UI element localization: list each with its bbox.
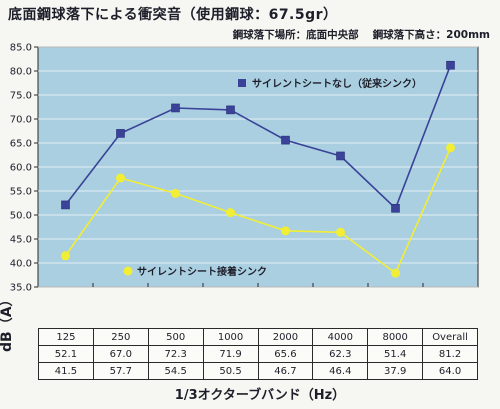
table-cell: 46.7 — [257, 362, 314, 380]
data-point-square — [446, 60, 455, 70]
x-axis-label: 1/3オクターブバンド（Hz） — [174, 388, 346, 403]
table-cell: 51.4 — [367, 345, 424, 363]
y-tick-label: 45.0 — [10, 235, 32, 246]
series-line — [64, 64, 452, 210]
data-table: 125 250 500 1000 2000 4000 8000 Overall … — [38, 328, 478, 380]
drop-location-text: 鋼球落下場所：底面中央部 — [232, 29, 359, 41]
table-header-cell: 1000 — [202, 328, 259, 346]
table-row-blue: 52.1 67.0 72.3 71.9 65.6 62.3 51.4 81.2 — [38, 345, 478, 363]
y-tick-label: 65.0 — [10, 139, 32, 150]
y-axis: 35.0 40.0 45.0 50.0 55.0 60.0 65.0 70.0 75.0 80.0… — [10, 43, 424, 294]
data-point-circle — [391, 268, 400, 278]
table-cell: 50.5 — [202, 362, 259, 380]
legend-label-yellow: サイレントシート接着シンク — [137, 265, 267, 278]
table-header-cell: 8000 — [367, 328, 424, 346]
y-tick-label: 55.0 — [10, 187, 32, 198]
legend-circle-marker — [123, 266, 133, 276]
data-point-circle — [61, 251, 70, 261]
y-tick-label: 35.0 — [10, 283, 32, 294]
chart-subtitle: 鋼球落下場所：底面中央部 鋼球落下高さ：200mm — [233, 27, 490, 42]
data-point-circle — [171, 188, 180, 198]
data-point-square — [116, 129, 125, 138]
table-cell: 54.5 — [147, 362, 204, 380]
table-header-cell: 4000 — [312, 328, 369, 346]
data-point-circle — [336, 227, 345, 237]
table-header-cell: Overall — [422, 328, 478, 346]
data-point-square — [281, 135, 290, 145]
table-cell: 62.3 — [312, 345, 369, 363]
drop-height-text: 鋼球落下高さ：200mm — [372, 29, 490, 41]
data-point-square — [171, 103, 180, 113]
data-point-square — [336, 151, 345, 161]
table-cell: 41.5 — [38, 362, 94, 380]
y-tick-label: 60.0 — [10, 163, 32, 174]
series-line — [64, 147, 452, 275]
table-cell: 65.6 — [257, 345, 314, 363]
table-cell: 46.4 — [312, 362, 369, 380]
series-blue — [61, 60, 455, 213]
table-cell: 57.7 — [92, 362, 149, 380]
y-axis-label: dB（A） — [0, 292, 15, 352]
table-header-row: 125 250 500 1000 2000 4000 8000 Overall — [38, 328, 478, 346]
y-tick-label: 50.0 — [10, 211, 32, 222]
table-cell: 81.2 — [422, 345, 478, 363]
table-row-yellow: 41.5 57.7 54.5 50.5 46.7 46.4 37.9 64.0 — [38, 362, 478, 380]
y-tick-label: 80.0 — [10, 67, 32, 78]
y-tick-label: 75.0 — [10, 91, 32, 102]
data-point-square — [391, 203, 400, 213]
legend-label-blue: サイレントシートなし（従来シンク） — [252, 77, 422, 90]
table-header-cell: 250 — [92, 328, 149, 346]
legend-square-marker — [238, 79, 246, 87]
data-point-circle — [226, 208, 235, 218]
table-cell: 67.0 — [92, 345, 149, 363]
table-header-cell: 2000 — [257, 328, 314, 346]
legend-item-blue: サイレントシートなし（従来シンク） — [238, 77, 422, 90]
data-point-circle — [281, 226, 290, 236]
table-cell: 37.9 — [367, 362, 424, 380]
y-tick-label: 40.0 — [10, 259, 32, 270]
data-point-circle — [116, 173, 125, 183]
data-point-square — [226, 105, 235, 115]
series-layer — [61, 60, 455, 278]
y-tick-label: 85.0 — [10, 43, 32, 54]
chart-title: 底面鋼球落下による衝突音（使用鋼球：67.5gr） — [8, 7, 338, 23]
legend-item-yellow: サイレントシート接着シンク — [123, 265, 267, 278]
table-cell: 64.0 — [422, 362, 478, 380]
table-header-cell: 500 — [147, 328, 204, 346]
table-header-cell: 125 — [38, 328, 94, 346]
series-yellow — [61, 143, 455, 278]
table-cell: 72.3 — [147, 345, 204, 363]
data-point-square — [61, 200, 70, 210]
table-cell: 52.1 — [38, 345, 94, 363]
y-tick-label: 70.0 — [10, 115, 32, 126]
table-cell: 71.9 — [202, 345, 259, 363]
data-point-circle — [446, 143, 455, 153]
